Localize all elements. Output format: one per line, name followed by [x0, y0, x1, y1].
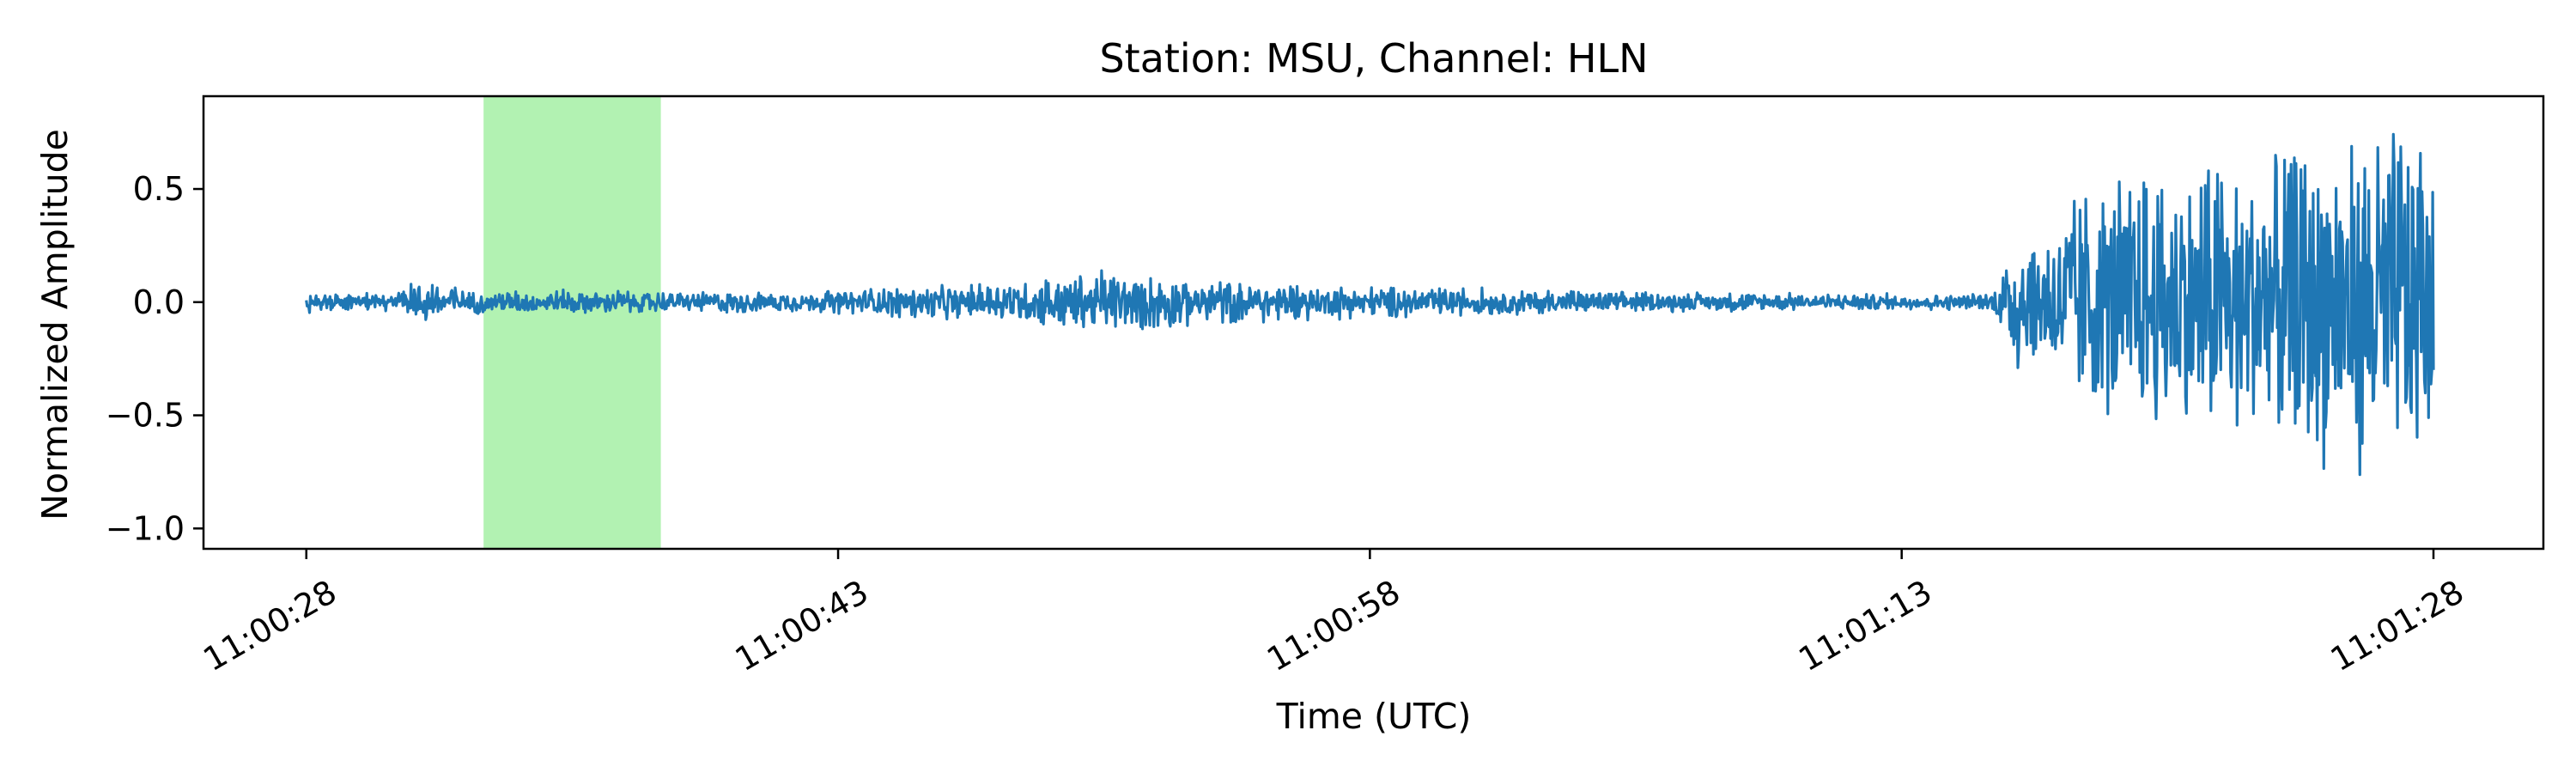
waveform-trace: [305, 132, 2435, 477]
y-tick-label: 0.5: [133, 170, 185, 208]
y-tick-label: −1.0: [106, 509, 185, 547]
y-axis: 0.5 0.0 −0.5 −1.0: [106, 170, 204, 547]
plot-area: [202, 94, 2545, 551]
y-axis-label: Normalized Amplitude: [34, 129, 76, 520]
y-tick-label: −0.5: [106, 397, 185, 435]
axes-frame: [202, 94, 2545, 551]
chart-title: Station: MSU, Channel: HLN: [1099, 35, 1648, 82]
x-axis-label: Time (UTC): [1276, 696, 1472, 737]
highlight-window: [483, 96, 661, 549]
y-tick-label: 0.0: [133, 283, 185, 321]
